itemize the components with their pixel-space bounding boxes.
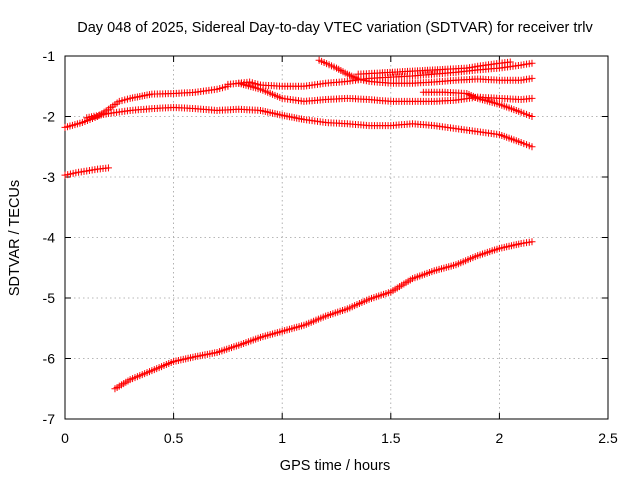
data-point bbox=[528, 238, 536, 246]
chart-title: Day 048 of 2025, Sidereal Day-to-day VTE… bbox=[77, 20, 593, 36]
data-point bbox=[528, 59, 536, 67]
data-point bbox=[104, 164, 112, 172]
tick-marks bbox=[64, 55, 609, 420]
y-tick-label: -4 bbox=[43, 230, 56, 246]
x-tick-label: 1.5 bbox=[381, 430, 401, 446]
y-tick-label: -7 bbox=[43, 411, 56, 427]
x-tick-label: 0.5 bbox=[164, 430, 184, 446]
x-axis-label: GPS time / hours bbox=[280, 458, 390, 474]
data-point bbox=[528, 113, 536, 120]
data-points bbox=[61, 56, 536, 393]
y-tick-label: -5 bbox=[43, 290, 56, 306]
y-tick-labels: -1 -2 -3 -4 -5 -6 -7 bbox=[43, 48, 56, 427]
data-point bbox=[528, 143, 536, 151]
y-tick-label: -1 bbox=[43, 48, 56, 64]
series-track-9 bbox=[111, 238, 536, 393]
x-tick-label: 0 bbox=[61, 430, 69, 446]
series-track-2 bbox=[61, 164, 112, 179]
series-track-3 bbox=[83, 103, 536, 151]
x-tick-labels: 0 0.5 1 1.5 2 2.5 bbox=[61, 430, 618, 446]
series-track-7 bbox=[354, 58, 514, 78]
data-point bbox=[528, 74, 536, 82]
grid-lines bbox=[65, 56, 608, 419]
x-tick-label: 2 bbox=[496, 430, 504, 446]
data-point bbox=[528, 94, 536, 102]
data-point bbox=[506, 58, 514, 66]
y-tick-label: -3 bbox=[43, 169, 56, 185]
y-tick-label: -2 bbox=[43, 109, 56, 125]
series-track-6 bbox=[315, 56, 536, 87]
x-tick-label: 1 bbox=[278, 430, 286, 446]
y-tick-label: -6 bbox=[43, 351, 56, 367]
series-track-8 bbox=[419, 88, 536, 120]
x-tick-label: 2.5 bbox=[598, 430, 618, 446]
y-axis-label: SDTVAR / TECUs bbox=[7, 180, 23, 296]
